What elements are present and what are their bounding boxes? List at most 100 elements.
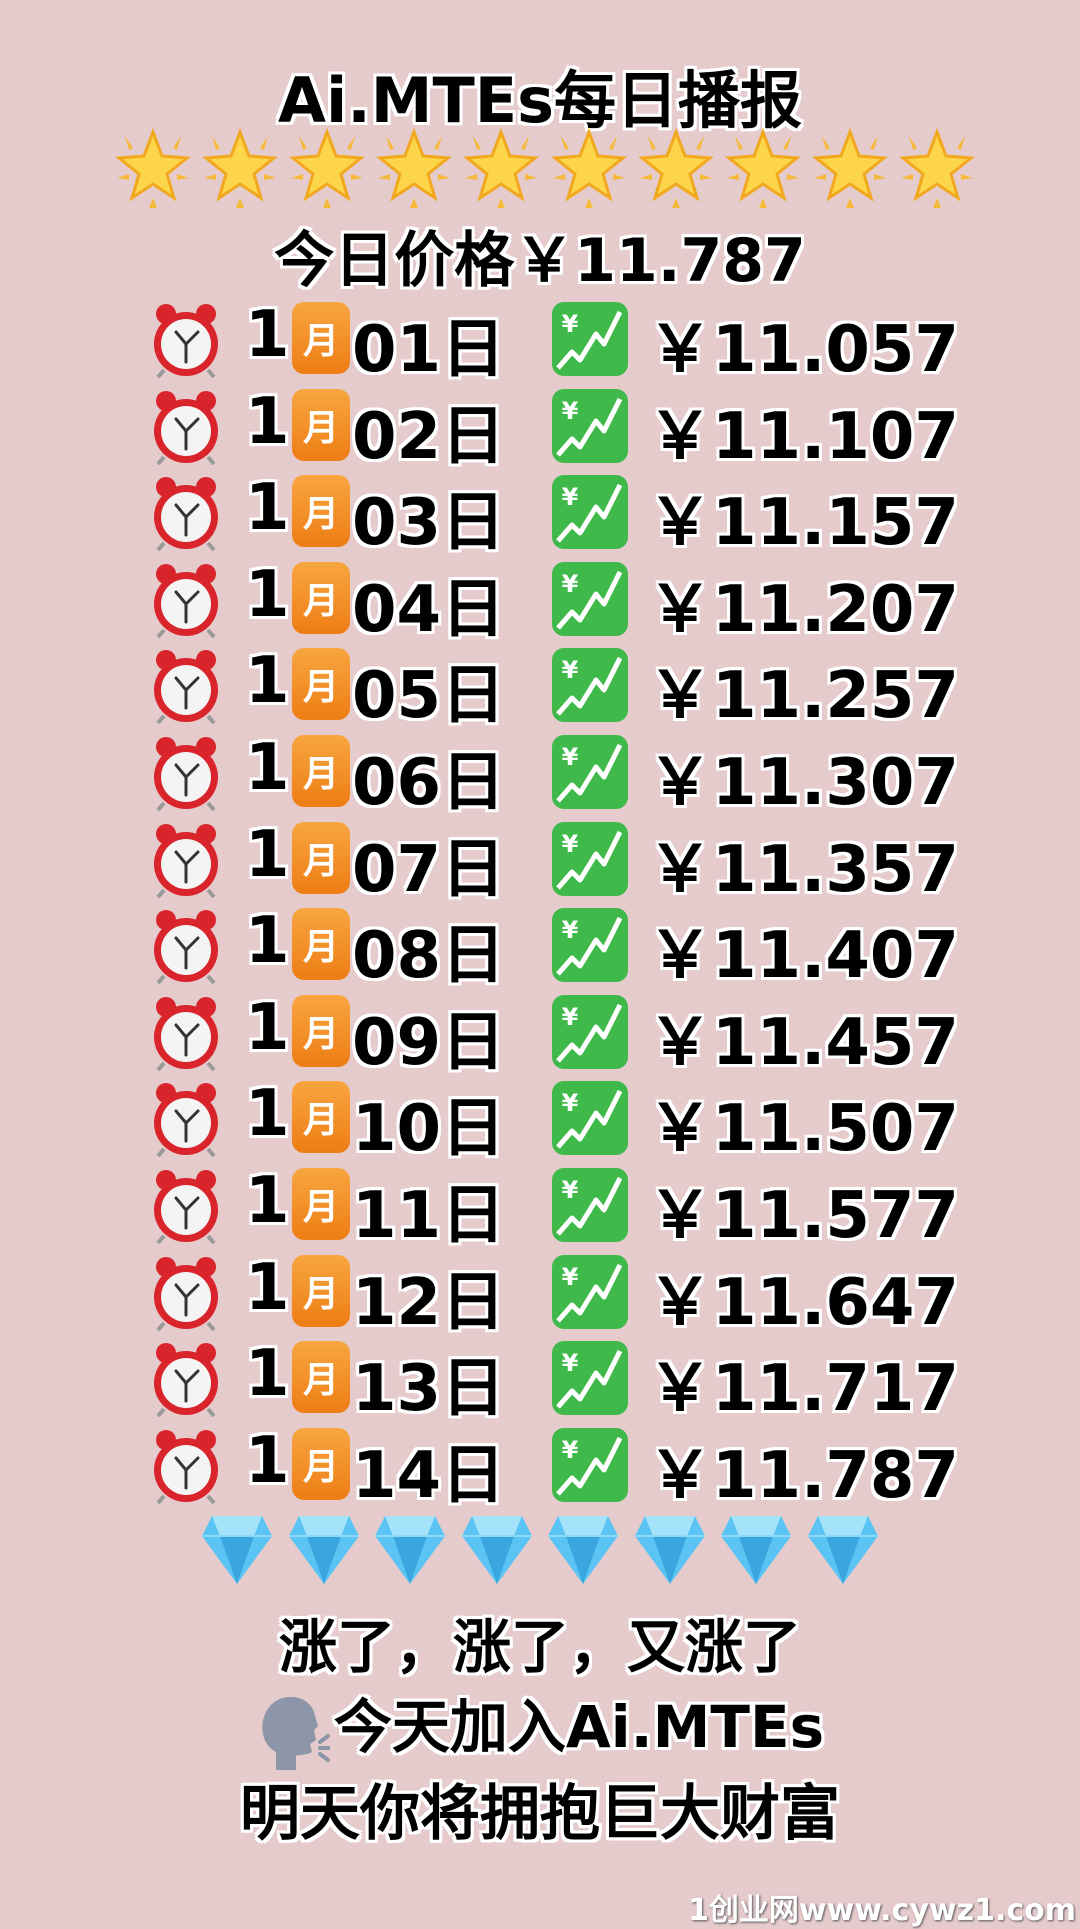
gem-icon xyxy=(460,1512,534,1590)
month-number: 1 xyxy=(245,644,290,719)
svg-text:¥: ¥ xyxy=(562,656,579,684)
calendar-month-icon: 月 xyxy=(292,821,350,894)
alarm-clock-icon xyxy=(150,1428,222,1505)
calendar-month-icon: 月 xyxy=(292,1081,350,1154)
chart-yen-up-icon: ¥ xyxy=(552,821,628,896)
slogan-wealth: 明天你将拥抱巨大财富 xyxy=(240,1779,840,1849)
price-row: 1 月 08日 ¥ ￥11.407 xyxy=(0,904,1080,993)
price-value: ￥11.257 xyxy=(648,659,959,734)
star-icon xyxy=(376,127,453,212)
price-value: ￥11.647 xyxy=(648,1265,959,1340)
alarm-clock-icon xyxy=(150,1081,222,1158)
chart-yen-up-icon: ¥ xyxy=(552,1081,628,1156)
calendar-month-icon: 月 xyxy=(292,1341,350,1414)
star-icon xyxy=(289,127,366,212)
day-label: 13日 xyxy=(352,1352,506,1427)
chart-yen-up-icon: ¥ xyxy=(552,1427,628,1502)
svg-text:¥: ¥ xyxy=(562,1263,579,1291)
gem-icon xyxy=(633,1512,707,1590)
gem-icon xyxy=(200,1512,274,1590)
day-label: 12日 xyxy=(352,1265,506,1340)
month-number: 1 xyxy=(245,990,290,1065)
month-number: 1 xyxy=(245,731,290,805)
calendar-month-icon: 月 xyxy=(292,475,350,548)
gem-icon xyxy=(287,1512,361,1590)
alarm-clock-icon xyxy=(150,648,222,725)
star-icon xyxy=(899,127,975,212)
star-icon xyxy=(550,127,627,212)
day-label: 05日 xyxy=(352,659,506,734)
speaking-head-icon xyxy=(262,1696,330,1770)
svg-text:¥: ¥ xyxy=(562,483,579,511)
svg-text:¥: ¥ xyxy=(562,830,579,858)
month-number: 1 xyxy=(245,1337,290,1412)
calendar-month-icon: 月 xyxy=(292,1254,350,1327)
chart-yen-up-icon: ¥ xyxy=(552,908,628,983)
price-row: 1 月 12日 ¥ ￥11.647 xyxy=(0,1251,1080,1340)
calendar-month-icon: 月 xyxy=(292,908,350,981)
page-title: Ai.MTEs每日播报 xyxy=(277,64,803,137)
price-value: ￥11.057 xyxy=(648,313,959,387)
price-value: ￥11.577 xyxy=(648,1179,959,1253)
price-row: 1 月 09日 ¥ ￥11.457 xyxy=(0,990,1080,1080)
star-icon xyxy=(724,127,801,212)
price-row: 1 月 01日 ¥ ￥11.057 xyxy=(0,298,1080,387)
alarm-clock-icon xyxy=(150,1341,222,1418)
slogan-join-text: 今天加入Ai.MTEs xyxy=(333,1693,825,1761)
price-value: ￥11.157 xyxy=(648,486,959,561)
chart-yen-up-icon: ¥ xyxy=(552,475,628,550)
day-label: 04日 xyxy=(352,572,506,647)
price-row: 1 月 03日 ¥ ￥11.157 xyxy=(0,471,1080,560)
month-number: 1 xyxy=(245,904,290,979)
calendar-month-icon: 月 xyxy=(292,1168,350,1240)
svg-text:¥: ¥ xyxy=(562,1089,579,1117)
price-value: ￥11.507 xyxy=(648,1092,959,1167)
day-label: 10日 xyxy=(352,1092,506,1167)
price-row: 1 月 11日 ¥ ￥11.577 xyxy=(0,1164,1080,1253)
svg-text:¥: ¥ xyxy=(562,570,579,598)
alarm-clock-icon xyxy=(150,908,222,985)
chart-yen-up-icon: ¥ xyxy=(552,302,628,376)
month-number: 1 xyxy=(245,384,290,459)
svg-text:¥: ¥ xyxy=(562,397,579,425)
price-value: ￥11.307 xyxy=(648,746,959,820)
price-row: 1 月 13日 ¥ ￥11.717 xyxy=(0,1337,1080,1426)
chart-yen-up-icon: ¥ xyxy=(552,1254,628,1329)
calendar-month-icon: 月 xyxy=(292,388,350,461)
star-icon xyxy=(463,127,540,212)
day-label: 08日 xyxy=(352,919,506,994)
price-row: 1 月 10日 ¥ ￥11.507 xyxy=(0,1077,1080,1166)
price-row: 1 月 02日 ¥ ￥11.107 xyxy=(0,384,1080,474)
month-number: 1 xyxy=(245,471,290,546)
star-icon xyxy=(202,127,279,212)
day-label: 06日 xyxy=(352,746,506,820)
calendar-month-icon: 月 xyxy=(292,648,350,721)
svg-text:¥: ¥ xyxy=(562,310,579,338)
calendar-month-icon: 月 xyxy=(292,735,350,807)
gem-icon xyxy=(373,1512,447,1590)
alarm-clock-icon xyxy=(150,1255,222,1331)
month-number: 1 xyxy=(245,1164,290,1238)
svg-text:¥: ¥ xyxy=(562,916,579,944)
today-price: 今日价格￥11.787 xyxy=(274,226,806,296)
day-label: 03日 xyxy=(352,486,506,561)
price-value: ￥11.457 xyxy=(648,1005,959,1080)
svg-text:¥: ¥ xyxy=(562,743,579,771)
price-value: ￥11.787 xyxy=(648,1438,959,1513)
chart-yen-up-icon: ¥ xyxy=(552,994,628,1069)
calendar-month-icon: 月 xyxy=(292,302,350,374)
price-row: 1 月 14日 ¥ ￥11.787 xyxy=(0,1423,1080,1513)
month-number: 1 xyxy=(245,817,290,892)
alarm-clock-icon xyxy=(150,562,222,639)
month-number: 1 xyxy=(245,298,290,372)
month-number: 1 xyxy=(245,557,290,632)
watermark: 1创业网www.cywz1.com xyxy=(688,1893,1076,1928)
price-row: 1 月 04日 ¥ ￥11.207 xyxy=(0,557,1080,647)
month-number: 1 xyxy=(245,1423,290,1498)
chart-yen-up-icon: ¥ xyxy=(552,1168,628,1242)
svg-text:¥: ¥ xyxy=(562,1436,579,1464)
gem-icon xyxy=(546,1512,620,1590)
chart-yen-up-icon: ¥ xyxy=(552,1341,628,1416)
gem-icon xyxy=(806,1512,880,1590)
alarm-clock-icon xyxy=(150,1168,222,1245)
